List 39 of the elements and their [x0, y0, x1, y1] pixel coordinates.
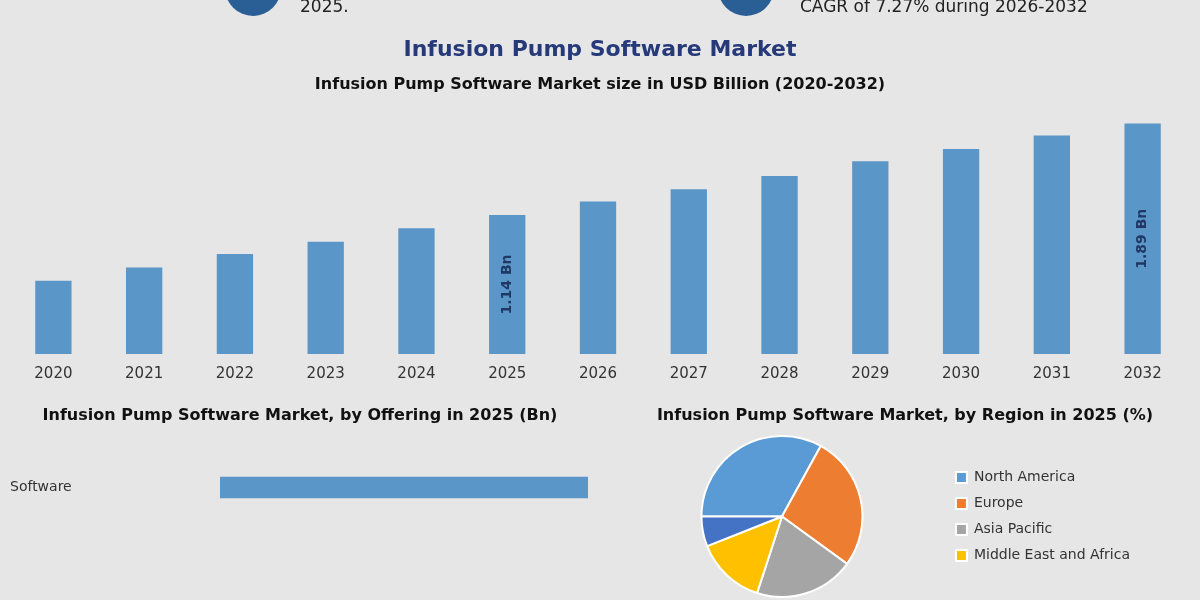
chart-title: Infusion Pump Software Market, by Region in 2025 (%) — [655, 405, 1155, 424]
bar — [398, 228, 435, 354]
bar — [126, 267, 163, 354]
x-tick-label: 2027 — [669, 363, 708, 382]
x-tick-label: 2021 — [125, 363, 164, 382]
chart-title: Infusion Pump Software Market — [402, 36, 798, 61]
legend-label: Asia Pacific — [973, 520, 1053, 537]
data-label: 1.89 Bn — [1133, 208, 1150, 269]
bar — [216, 253, 254, 354]
text: 2025. — [300, 0, 349, 16]
bar — [579, 201, 617, 354]
bar — [1033, 135, 1070, 354]
x-tick-label: 2020 — [34, 363, 73, 382]
x-tick-label: 2024 — [397, 363, 436, 382]
bar — [1124, 123, 1161, 354]
x-tick-label: 2029 — [851, 363, 890, 382]
x-tick-label: 2026 — [578, 363, 618, 382]
text: CAGR of 7.27% during 2026-2032 — [800, 0, 1088, 16]
x-tick-label: 2023 — [306, 363, 345, 382]
x-tick-label: 2028 — [760, 363, 799, 382]
x-tick-label: 2032 — [1123, 363, 1162, 382]
x-tick-label: 2022 — [215, 363, 255, 382]
bar — [852, 161, 889, 354]
chart-subtitle: Infusion Pump Software Market size in USD Billion (2020-2032) — [313, 74, 887, 93]
legend-label: Europe — [973, 494, 1024, 511]
data-label: 1.14 Bn — [497, 254, 514, 315]
x-tick-label: 2030 — [941, 363, 981, 382]
legend-label: Middle East and Africa — [973, 546, 1131, 563]
bar — [35, 280, 72, 354]
legend-label: North America — [973, 468, 1076, 485]
x-tick-label: 2031 — [1032, 363, 1071, 382]
chart-title: Infusion Pump Software Market, by Offering in 2025 (Bn) — [41, 405, 559, 424]
bar — [307, 241, 344, 354]
bar — [942, 149, 980, 354]
y-tick-label: Software — [10, 478, 72, 495]
bar — [489, 214, 526, 354]
x-tick-label: 2025 — [488, 363, 527, 382]
bar — [761, 175, 798, 354]
bar — [670, 189, 707, 354]
